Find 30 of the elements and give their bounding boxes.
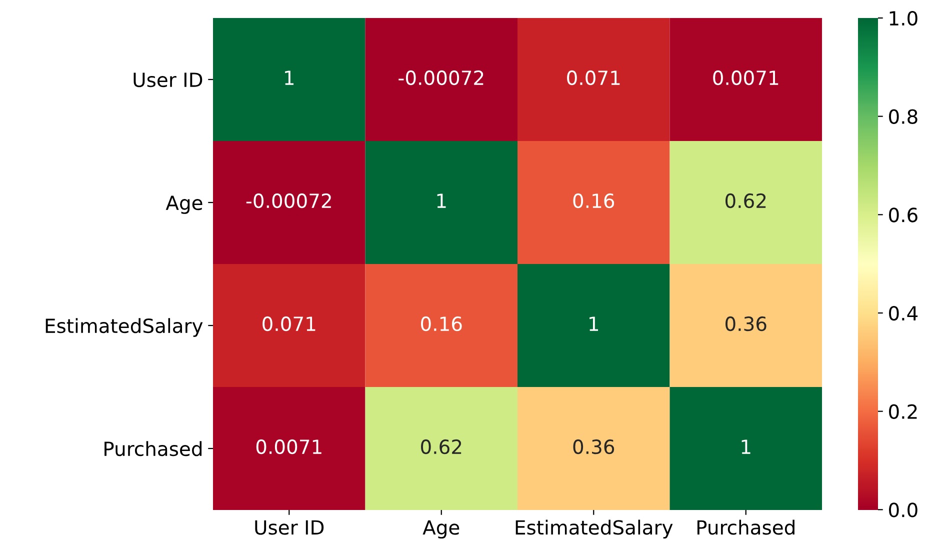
y-tick-label: Age bbox=[166, 196, 202, 214]
data-label: 0.16 bbox=[573, 193, 614, 208]
data-label: 0.071 bbox=[567, 70, 620, 86]
x-tick-label: Age bbox=[422, 520, 460, 539]
data-label: 0.36 bbox=[726, 316, 766, 332]
data-label: 1 bbox=[590, 316, 598, 331]
color-bar-label: 1.0 bbox=[890, 10, 918, 26]
color-bar-label: 0.4 bbox=[889, 306, 918, 321]
color-bar-label: 0.8 bbox=[889, 109, 918, 124]
data-label: 0.0071 bbox=[256, 439, 322, 454]
data-label: 0.36 bbox=[573, 439, 614, 454]
x-tick-label: EstimatedSalary bbox=[516, 520, 673, 539]
y-tick-label: User ID bbox=[134, 72, 202, 88]
data-label: -0.00072 bbox=[398, 70, 484, 86]
data-label: 1 bbox=[285, 70, 294, 85]
color-bar-label: 0.6 bbox=[889, 208, 918, 222]
y-tick-label: EstimatedSalary bbox=[46, 318, 203, 337]
x-tick-label: Purchased bbox=[697, 520, 794, 535]
y-tick-label: Purchased bbox=[104, 441, 202, 456]
data-label: 1 bbox=[437, 194, 446, 208]
data-label: 0.62 bbox=[421, 439, 462, 454]
data-label: 0.62 bbox=[726, 193, 766, 208]
data-label: 1 bbox=[742, 440, 750, 454]
data-label: 0.071 bbox=[262, 316, 316, 332]
data-label: 0.0071 bbox=[713, 70, 778, 86]
data-label: -0.00072 bbox=[246, 193, 331, 208]
color-bar-label: 0.2 bbox=[889, 404, 917, 419]
data-label: 0.16 bbox=[421, 316, 462, 332]
x-tick-label: User ID bbox=[255, 520, 324, 535]
color-bar-label: 0.0 bbox=[889, 502, 918, 518]
